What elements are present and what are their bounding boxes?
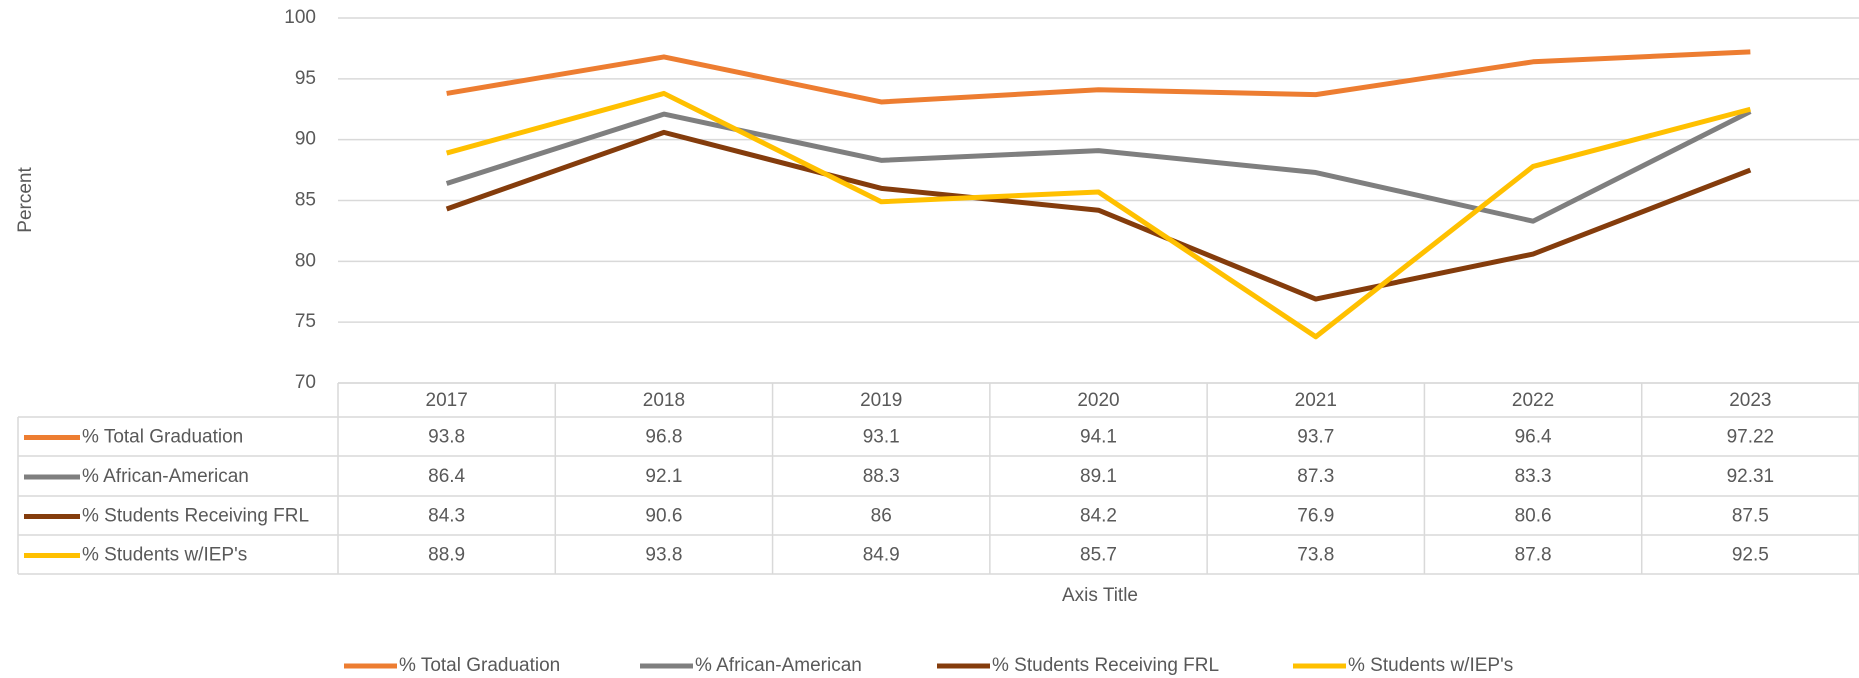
table-cell: 96.8 [645, 427, 682, 448]
table-cell: 88.9 [428, 545, 465, 566]
table-cell: 86.4 [428, 466, 465, 487]
table-cell: 92.5 [1732, 545, 1769, 566]
x-tick-label: 2019 [860, 390, 902, 411]
table-cell: 93.7 [1297, 427, 1334, 448]
table-cell: 97.22 [1727, 427, 1775, 448]
legend-label: % Students Receiving FRL [992, 655, 1219, 676]
table-cell: 92.31 [1727, 466, 1775, 487]
table-cell: 80.6 [1515, 506, 1552, 527]
table-cell: 92.1 [645, 466, 682, 487]
table-cell: 84.3 [428, 506, 465, 527]
table-cell: 88.3 [863, 466, 900, 487]
series-line [445, 90, 1751, 340]
legend-label: % African-American [695, 655, 862, 676]
table-row-label: % Total Graduation [82, 427, 243, 448]
table-cell: 84.2 [1080, 506, 1117, 527]
table-cell: 93.8 [428, 427, 465, 448]
table-cell: 94.1 [1080, 427, 1117, 448]
series-line [445, 109, 1752, 224]
x-tick-label: 2023 [1729, 390, 1771, 411]
y-tick-label: 75 [295, 311, 316, 332]
table-row-label: % Students w/IEP's [82, 545, 247, 566]
legend-label: % Total Graduation [399, 655, 560, 676]
table-cell: 87.8 [1515, 545, 1552, 566]
table-cell: 93.1 [863, 427, 900, 448]
y-tick-label: 85 [295, 190, 316, 211]
y-tick-label: 100 [284, 7, 316, 28]
x-tick-label: 2018 [643, 390, 685, 411]
table-cell: 93.8 [645, 545, 682, 566]
x-tick-label: 2022 [1512, 390, 1554, 411]
table-cell: 90.6 [645, 506, 682, 527]
table-row-label: % African-American [82, 466, 249, 487]
table-cell: 87.5 [1732, 506, 1769, 527]
y-axis-title: Percent [15, 167, 36, 233]
table-cell: 85.7 [1080, 545, 1117, 566]
table-cell: 84.9 [863, 545, 900, 566]
x-tick-label: 2021 [1295, 390, 1337, 411]
legend-label: % Students w/IEP's [1348, 655, 1513, 676]
y-tick-label: 70 [295, 372, 316, 393]
table-cell: 73.8 [1297, 545, 1334, 566]
table-cell: 86 [871, 506, 892, 527]
y-tick-label: 80 [295, 250, 316, 271]
table-cell: 96.4 [1515, 427, 1552, 448]
table-cell: 76.9 [1297, 506, 1334, 527]
x-tick-label: 2020 [1077, 390, 1119, 411]
series-line [445, 129, 1752, 302]
y-tick-label: 90 [295, 129, 316, 150]
table-row-label: % Students Receiving FRL [82, 506, 309, 527]
table-cell: 83.3 [1515, 466, 1552, 487]
series-line [446, 49, 1751, 105]
x-tick-label: 2017 [426, 390, 468, 411]
y-tick-label: 95 [295, 68, 316, 89]
table-cell: 89.1 [1080, 466, 1117, 487]
x-axis-title: Axis Title [1062, 585, 1138, 606]
table-cell: 87.3 [1297, 466, 1334, 487]
